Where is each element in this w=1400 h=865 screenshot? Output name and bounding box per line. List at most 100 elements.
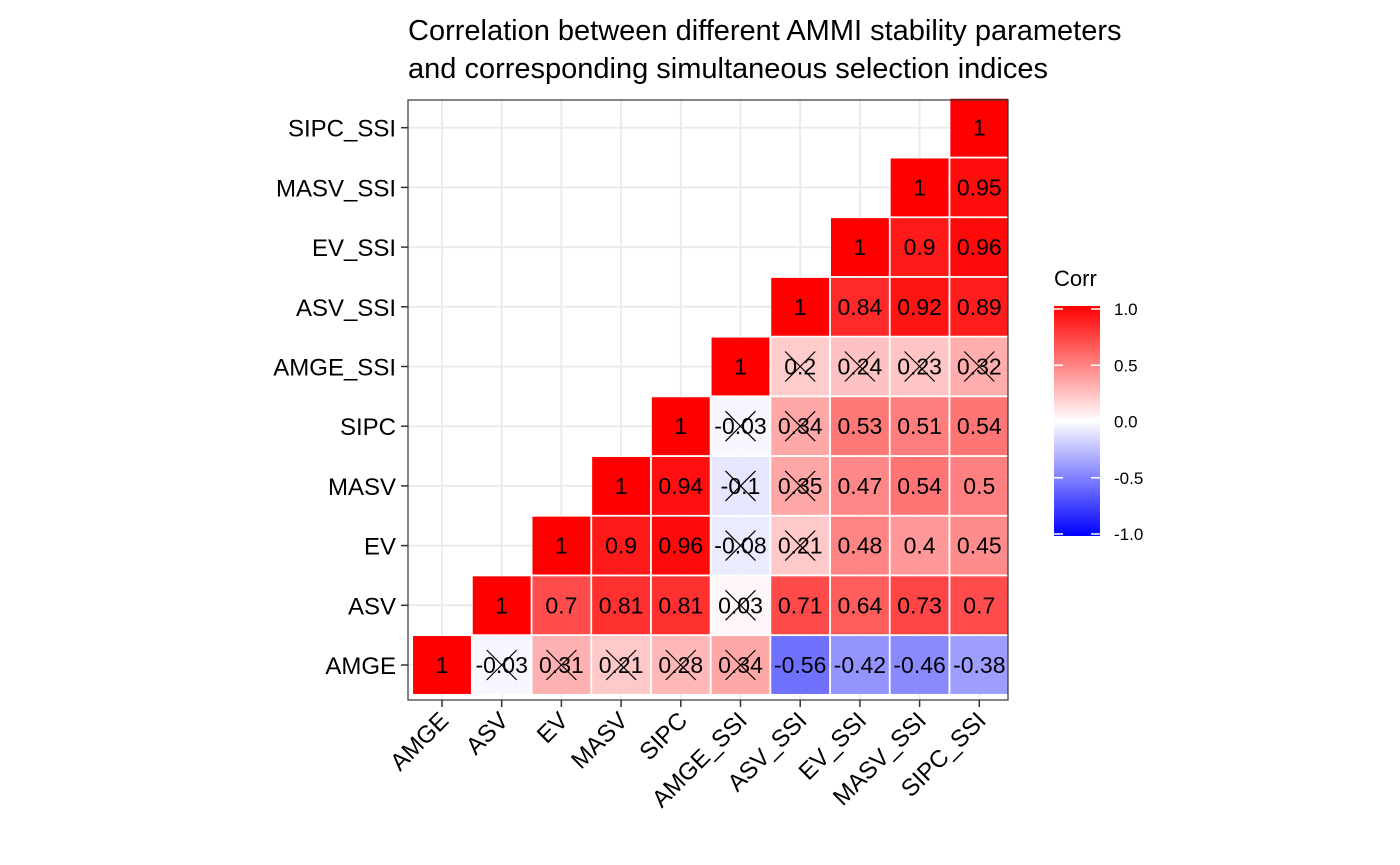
cell-value-label: 0.84: [838, 294, 883, 320]
cell-value-label: 0.94: [658, 473, 703, 499]
cell-value-label: 0.45: [957, 533, 1002, 559]
y-tick-label: SIPC: [340, 414, 396, 441]
heatmap-cell-labels: 1-0.0310.310.710.210.810.910.280.810.960…: [436, 115, 1006, 681]
cell-value-label: 0.7: [545, 592, 577, 618]
heatmap-cell: [830, 516, 890, 576]
cell-value-label: 1: [854, 234, 867, 260]
y-tick-label: ASV_SSI: [296, 295, 396, 322]
legend-ticks: 1.0 0.5 0.0 -0.5 -1.0: [1054, 300, 1143, 544]
cell-value-label: 0.9: [605, 533, 637, 559]
heatmap-cell: [830, 396, 890, 456]
cell-value-label: 0.5: [963, 473, 995, 499]
heatmap-cell: [949, 635, 1009, 695]
heatmap-cell: [890, 575, 950, 635]
x-tick-label: MASV: [566, 707, 633, 774]
heatmap-cell: [651, 516, 711, 576]
cell-value-label: -0.42: [834, 652, 886, 678]
y-tick-label: AMGE_SSI: [273, 355, 396, 382]
cell-value-label: 1: [674, 413, 687, 439]
legend-tick-label: 0.0: [1114, 413, 1138, 432]
cell-value-label: 0.73: [897, 592, 942, 618]
heatmap-cell: [591, 456, 651, 516]
insignificant-cross-mark: [665, 649, 697, 681]
heatmap-cell: [949, 98, 1009, 158]
heatmap-cell: [890, 456, 950, 516]
insignificant-cross-mark: [725, 470, 756, 502]
heatmap-cell: [949, 456, 1009, 516]
heatmap-cell: [472, 575, 532, 635]
color-legend: Corr 1.0 0.5 0.0 -0.5 -1.0: [1054, 266, 1143, 544]
cell-value-label: -0.38: [953, 652, 1005, 678]
legend-tick-label: 1.0: [1114, 300, 1138, 319]
heatmap-cell: [651, 396, 711, 456]
heatmap-cell: [591, 516, 651, 576]
x-tick-label: ASV: [461, 707, 514, 760]
cell-value-label: 1: [436, 652, 449, 678]
y-tick-label: SIPC_SSI: [288, 116, 396, 143]
heatmap-cell: [890, 396, 950, 456]
heatmap-cell: [890, 217, 950, 277]
y-tick-label: AMGE: [325, 653, 396, 680]
cell-value-label: 0.53: [838, 413, 883, 439]
heatmap-cell: [890, 635, 950, 695]
cell-value-label: 0.92: [897, 294, 942, 320]
cell-value-label: 0.71: [778, 592, 823, 618]
cell-value-label: 1: [913, 174, 926, 200]
cell-value-label: 0.96: [957, 234, 1002, 260]
insignificant-cross-mark: [545, 649, 577, 681]
y-tick-label: ASV: [348, 593, 396, 620]
y-tick-label: MASV: [328, 474, 396, 501]
heatmap-cell: [830, 277, 890, 337]
y-tick-label: MASV_SSI: [276, 175, 396, 202]
cell-value-label: 0.81: [599, 592, 644, 618]
insignificant-cross-mark: [784, 470, 816, 502]
heatmap-cell: [591, 575, 651, 635]
cell-value-label: 0.7: [963, 592, 995, 618]
heatmap-cell: [770, 635, 830, 695]
insignificant-cross-mark: [725, 589, 756, 621]
cell-value-label: 0.54: [957, 413, 1002, 439]
heatmap-cell: [949, 396, 1009, 456]
chart-title-line-1: Correlation between different AMMI stabi…: [408, 15, 1122, 47]
heatmap-cell: [830, 575, 890, 635]
heatmap-cell: [890, 277, 950, 337]
insignificant-cross-mark: [605, 649, 637, 681]
insignificant-cross-mark: [784, 530, 816, 562]
cell-value-label: 0.95: [957, 174, 1002, 200]
cell-value-label: 0.9: [904, 234, 936, 260]
heatmap-cell: [531, 516, 591, 576]
cell-value-label: 1: [615, 473, 628, 499]
cell-value-label: 0.51: [897, 413, 942, 439]
heatmap-cell: [890, 157, 950, 217]
cell-value-label: 1: [973, 115, 986, 141]
insignificant-cross-mark: [486, 649, 518, 681]
panel-border: [407, 99, 1009, 701]
y-axis: AMGE ASV EV MASV SIPC AMGE_SSI ASV_SSI EV_SSI MA…: [273, 116, 408, 680]
insignificant-cross-mark: [725, 410, 756, 442]
heatmap-cell: [949, 277, 1009, 337]
chart-title-line-2: and corresponding simultaneous selection…: [408, 53, 1048, 85]
insignificant-cross-mark: [844, 351, 876, 382]
cell-value-label: 1: [495, 592, 508, 618]
cell-value-label: -0.46: [893, 652, 945, 678]
cell-value-label: -0.56: [774, 652, 826, 678]
insignificant-cross-mark: [963, 351, 995, 382]
x-tick-label: AMGE: [385, 707, 454, 776]
cell-value-label: 0.96: [658, 533, 703, 559]
cell-value-label: 0.48: [838, 533, 883, 559]
heatmap-cell: [770, 575, 830, 635]
insignificant-cross-mark: [725, 530, 756, 562]
legend-tick-label: -0.5: [1114, 469, 1143, 488]
y-tick-label: EV_SSI: [312, 235, 396, 262]
cell-value-label: 1: [794, 294, 807, 320]
insignificant-cross-mark: [784, 410, 816, 442]
cell-value-label: 0.47: [838, 473, 883, 499]
heatmap-cell: [830, 456, 890, 516]
cell-value-label: 0.4: [904, 533, 936, 559]
x-tick-label: EV: [532, 707, 574, 749]
heatmap-cell: [651, 456, 711, 516]
heatmap-cells: [407, 98, 1009, 701]
insignificant-cross-mark: [725, 649, 756, 681]
